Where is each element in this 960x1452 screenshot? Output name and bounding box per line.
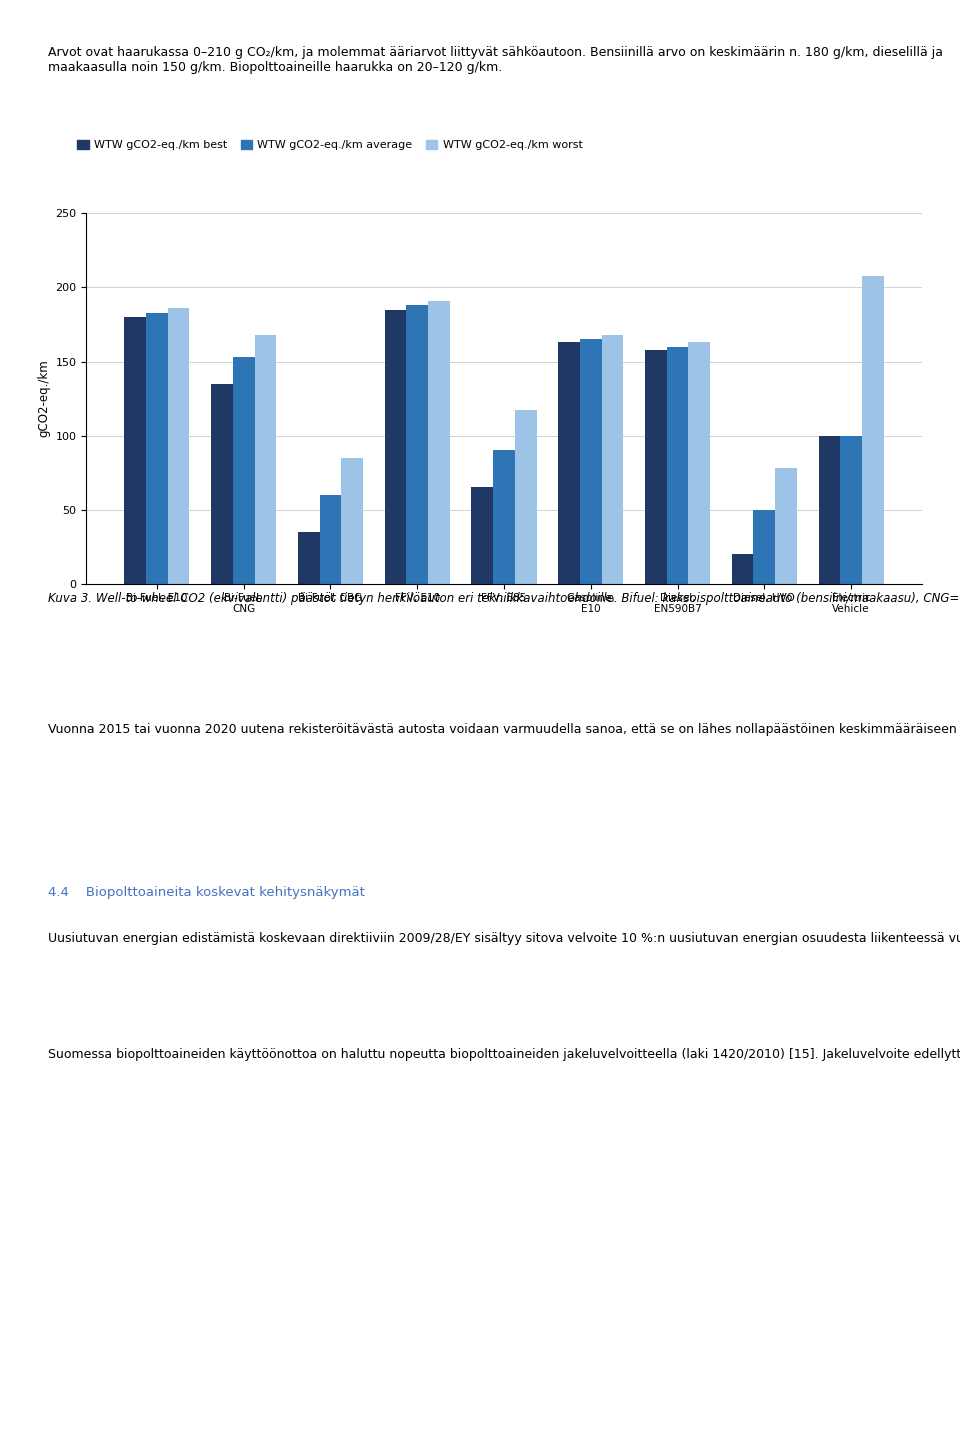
Y-axis label: gCO2-eq./km: gCO2-eq./km bbox=[37, 360, 50, 437]
Bar bbox=[775, 468, 797, 584]
Bar bbox=[471, 488, 493, 584]
Bar bbox=[666, 347, 688, 584]
Bar bbox=[298, 531, 320, 584]
Bar bbox=[168, 308, 189, 584]
Bar bbox=[840, 436, 862, 584]
Bar bbox=[320, 495, 342, 584]
Bar bbox=[211, 383, 233, 584]
Bar bbox=[125, 317, 146, 584]
Bar bbox=[342, 457, 363, 584]
Bar bbox=[580, 340, 602, 584]
Bar bbox=[558, 343, 580, 584]
Bar bbox=[688, 343, 710, 584]
Bar bbox=[515, 411, 537, 584]
Bar bbox=[645, 350, 666, 584]
Bar bbox=[732, 555, 754, 584]
Bar bbox=[254, 335, 276, 584]
Text: Suomessa biopolttoaineiden käyttöönottoa on haluttu nopeutta biopolttoaineiden j: Suomessa biopolttoaineiden käyttöönottoa… bbox=[48, 1048, 960, 1061]
Bar bbox=[233, 357, 254, 584]
Text: Vuonna 2015 tai vuonna 2020 uutena rekisteröitävästä autosta voidaan varmuudella: Vuonna 2015 tai vuonna 2020 uutena rekis… bbox=[48, 723, 960, 736]
Text: Uusiutuvan energian edistämistä koskevaan direktiiviin 2009/28/EY sisältyy sitov: Uusiutuvan energian edistämistä koskevaa… bbox=[48, 932, 960, 945]
Bar bbox=[406, 305, 428, 584]
Bar bbox=[862, 276, 883, 584]
Bar bbox=[754, 510, 775, 584]
Bar bbox=[428, 301, 450, 584]
Bar bbox=[146, 312, 168, 584]
Bar bbox=[493, 450, 515, 584]
Legend: WTW gCO2-eq./km best, WTW gCO2-eq./km average, WTW gCO2-eq./km worst: WTW gCO2-eq./km best, WTW gCO2-eq./km av… bbox=[75, 138, 585, 152]
Text: Arvot ovat haarukassa 0–210 g CO₂/km, ja molemmat ääriarvot liittyvät sähköautoo: Arvot ovat haarukassa 0–210 g CO₂/km, ja… bbox=[48, 46, 943, 74]
Text: 4.4    Biopolttoaineita koskevat kehitysnäkymät: 4.4 Biopolttoaineita koskevat kehitysnäk… bbox=[48, 886, 365, 899]
Text: Kuva 3. Well-to-wheel CO2 (ekvivalentti) päästöt tietyn henkilöauton eri tekniik: Kuva 3. Well-to-wheel CO2 (ekvivalentti)… bbox=[48, 592, 960, 605]
Bar bbox=[385, 309, 406, 584]
Bar bbox=[602, 335, 623, 584]
Bar bbox=[819, 436, 840, 584]
